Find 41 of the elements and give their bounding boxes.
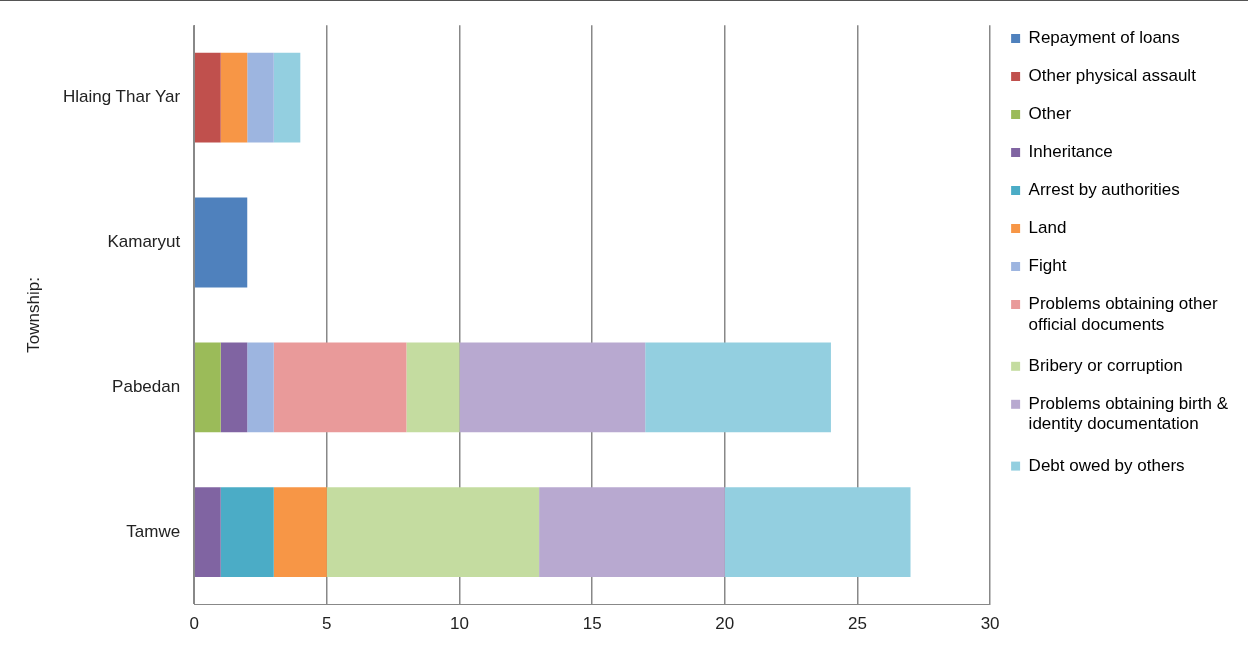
bar bbox=[459, 342, 646, 433]
x-tick-label: 30 bbox=[980, 614, 1000, 634]
bar bbox=[220, 52, 248, 143]
legend-label: Problems obtaining birth & identity documentation bbox=[1028, 393, 1229, 434]
x-tick-label: 0 bbox=[189, 614, 199, 634]
legend-label: Arrest by authorities bbox=[1028, 180, 1180, 200]
legend-label: Fight bbox=[1028, 256, 1067, 276]
x-tick-label: 15 bbox=[582, 614, 602, 634]
y-tick-label: Hlaing Thar Yar bbox=[63, 87, 181, 107]
x-tick-label: 5 bbox=[322, 614, 332, 634]
legend-label: Problems obtaining other official documents bbox=[1028, 294, 1218, 334]
y-tick-label: Pabedan bbox=[112, 377, 181, 397]
legend-label: Debt owed by others bbox=[1028, 455, 1185, 475]
bar bbox=[724, 487, 911, 578]
x-tick-label: 25 bbox=[848, 614, 867, 634]
bar bbox=[539, 487, 725, 578]
legend-label: Inheritance bbox=[1028, 142, 1113, 162]
y-tick-label: Kamaryut bbox=[107, 232, 181, 252]
legend-label: Other physical assault bbox=[1028, 66, 1197, 86]
legend-label: Repayment of loans bbox=[1028, 28, 1180, 48]
legend-label: Bribery or corruption bbox=[1028, 355, 1183, 375]
bar bbox=[247, 52, 274, 143]
bar bbox=[406, 342, 460, 433]
bar bbox=[273, 342, 407, 433]
bar bbox=[273, 52, 301, 143]
legend-label: Land bbox=[1028, 218, 1067, 238]
bar bbox=[220, 487, 274, 578]
bar bbox=[247, 342, 274, 433]
bar bbox=[273, 487, 327, 578]
y-axis-title: Township: bbox=[23, 277, 43, 353]
bar bbox=[194, 342, 221, 433]
y-tick-label: Tamwe bbox=[126, 521, 181, 541]
bar bbox=[645, 342, 831, 433]
bar bbox=[326, 487, 540, 578]
bar bbox=[194, 487, 221, 578]
bar bbox=[194, 197, 248, 288]
x-tick-label: 20 bbox=[715, 614, 735, 634]
legend-label: Other bbox=[1028, 104, 1072, 124]
bar bbox=[194, 52, 221, 143]
x-tick-label: 10 bbox=[450, 614, 469, 634]
bar bbox=[220, 342, 248, 433]
